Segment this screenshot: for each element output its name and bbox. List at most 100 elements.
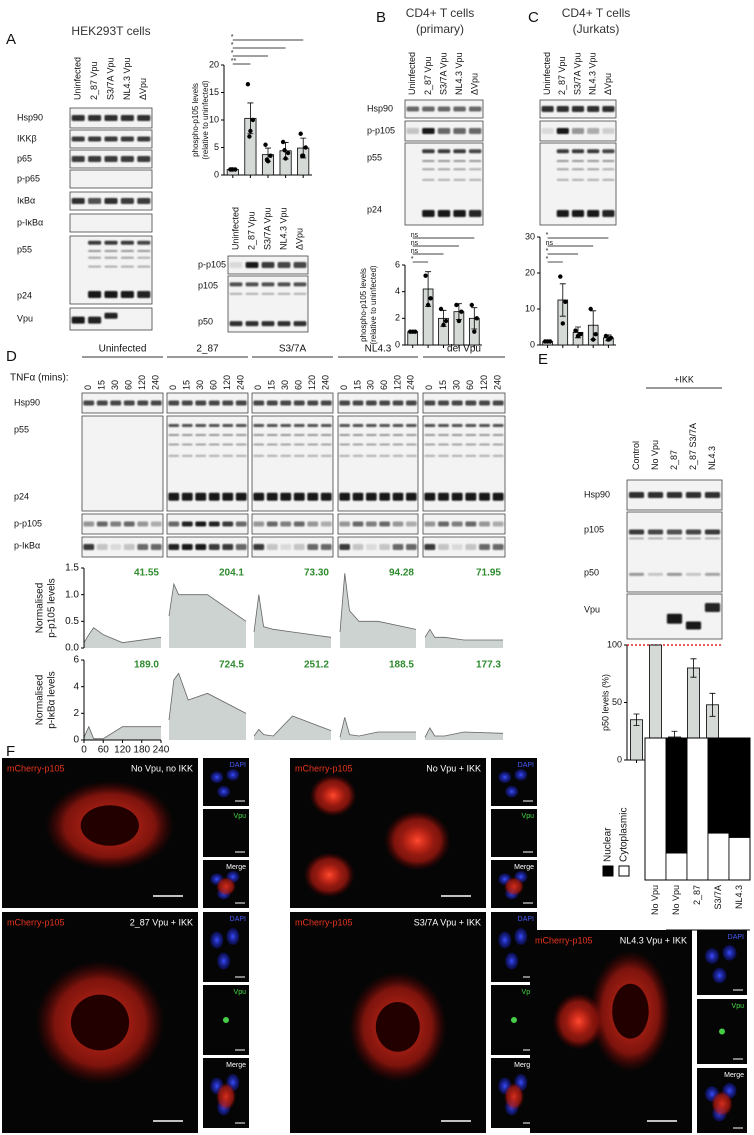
blot-band <box>366 492 377 501</box>
blot-band <box>492 521 504 527</box>
cell <box>215 1082 237 1111</box>
error-bar <box>559 283 566 317</box>
blot-band <box>222 443 234 446</box>
legend-label: Nuclear <box>603 827 614 862</box>
blot-band <box>261 292 275 295</box>
x-tick-label: NL4.3 <box>734 885 744 909</box>
blot-band <box>556 106 569 112</box>
row-label: p24 <box>17 290 32 300</box>
lane-label: 15 <box>438 380 448 390</box>
lane-label: 2_87 Vpu <box>423 56 433 95</box>
blot <box>81 513 164 535</box>
blot-band <box>492 544 504 550</box>
blot-band <box>96 521 108 527</box>
y-axis-label: p50 levels (%) <box>600 674 610 731</box>
blot-band <box>208 443 220 446</box>
blot-band <box>181 443 193 446</box>
row-label: Hsp90 <box>17 112 43 122</box>
y-tick-label: 0 <box>530 339 535 349</box>
blot-band <box>266 454 278 457</box>
lane-label: 15 <box>182 380 192 390</box>
blot-band <box>666 529 683 535</box>
blot <box>626 511 723 593</box>
significance-label: * <box>546 232 549 239</box>
blot-band <box>465 424 477 427</box>
blot-band <box>120 136 134 142</box>
condition-label: No Vpu + IKK <box>426 763 481 773</box>
blot-band <box>320 424 332 427</box>
blot-band <box>339 424 350 427</box>
lane-label: 15 <box>352 380 362 390</box>
lane-label: Uninfected <box>230 207 240 250</box>
blot-band <box>222 492 234 501</box>
cell <box>215 876 237 897</box>
blot-band <box>266 492 278 501</box>
lane-label: 2_87 <box>669 450 679 470</box>
lane-label: 0 <box>168 385 178 390</box>
blot-band <box>222 400 234 406</box>
blot <box>166 513 249 535</box>
row-label: p-p105 <box>14 518 42 528</box>
blot-band <box>392 400 404 406</box>
channel-label: DAPI <box>518 916 534 923</box>
error-bar <box>690 658 697 678</box>
blot-band <box>451 424 463 427</box>
data-point <box>545 339 550 344</box>
blot-band <box>647 492 664 498</box>
lane-label: 60 <box>294 380 304 390</box>
blot-band <box>71 316 85 324</box>
y-tick-label: 0 <box>617 754 622 764</box>
blot-band <box>83 544 95 550</box>
blot-band <box>479 521 490 527</box>
y-tick-label: 10 <box>209 114 219 124</box>
data-point <box>300 153 305 158</box>
blot-band <box>235 400 247 406</box>
blot-band <box>492 443 504 446</box>
row-label: Hsp90 <box>367 103 393 113</box>
row-label: p-p65 <box>17 173 40 183</box>
blot-band <box>293 424 305 427</box>
blot-band <box>307 521 319 527</box>
blot-band <box>406 443 417 446</box>
area <box>84 627 161 648</box>
bar-segment <box>665 737 688 854</box>
y-tick-label: 0 <box>73 735 79 746</box>
blot-band <box>666 492 683 498</box>
nucleus <box>226 769 240 781</box>
error-bar <box>633 713 640 726</box>
blot-band <box>253 454 265 457</box>
channel-label: Merge <box>514 1062 534 1069</box>
annotation: 41.55 <box>134 568 159 579</box>
blot-band <box>88 198 102 204</box>
blot-band <box>437 160 451 163</box>
blot <box>337 392 419 414</box>
blot-band <box>647 529 664 535</box>
area-line <box>168 582 247 622</box>
significance-label: * <box>231 34 234 41</box>
blot-band <box>587 149 600 154</box>
y-tick-label: 20 <box>525 267 535 277</box>
group-label: Uninfected <box>99 344 147 355</box>
blot-band <box>479 424 490 427</box>
blot-band <box>235 521 247 527</box>
y-axis-label: phospho-p105 levels <box>191 83 200 157</box>
blot-band <box>339 544 350 550</box>
blot-band <box>307 424 319 427</box>
blot-band <box>704 492 721 498</box>
blot-band <box>438 544 449 550</box>
x-tick-label: S3/7A <box>713 885 723 910</box>
blot-band <box>253 424 265 427</box>
blot-band <box>104 249 118 252</box>
lane-label: ΔVpu <box>138 78 148 100</box>
blot <box>337 536 419 558</box>
row-label: p55 <box>14 424 29 434</box>
blot-band <box>277 282 291 287</box>
blot-band <box>666 537 683 540</box>
blot-band <box>422 149 435 154</box>
blot-band <box>208 544 220 550</box>
blot-band <box>438 521 449 527</box>
annotation: 73.30 <box>304 568 329 579</box>
lane-label: 0 <box>253 385 263 390</box>
lane-label: 120 <box>479 375 489 390</box>
